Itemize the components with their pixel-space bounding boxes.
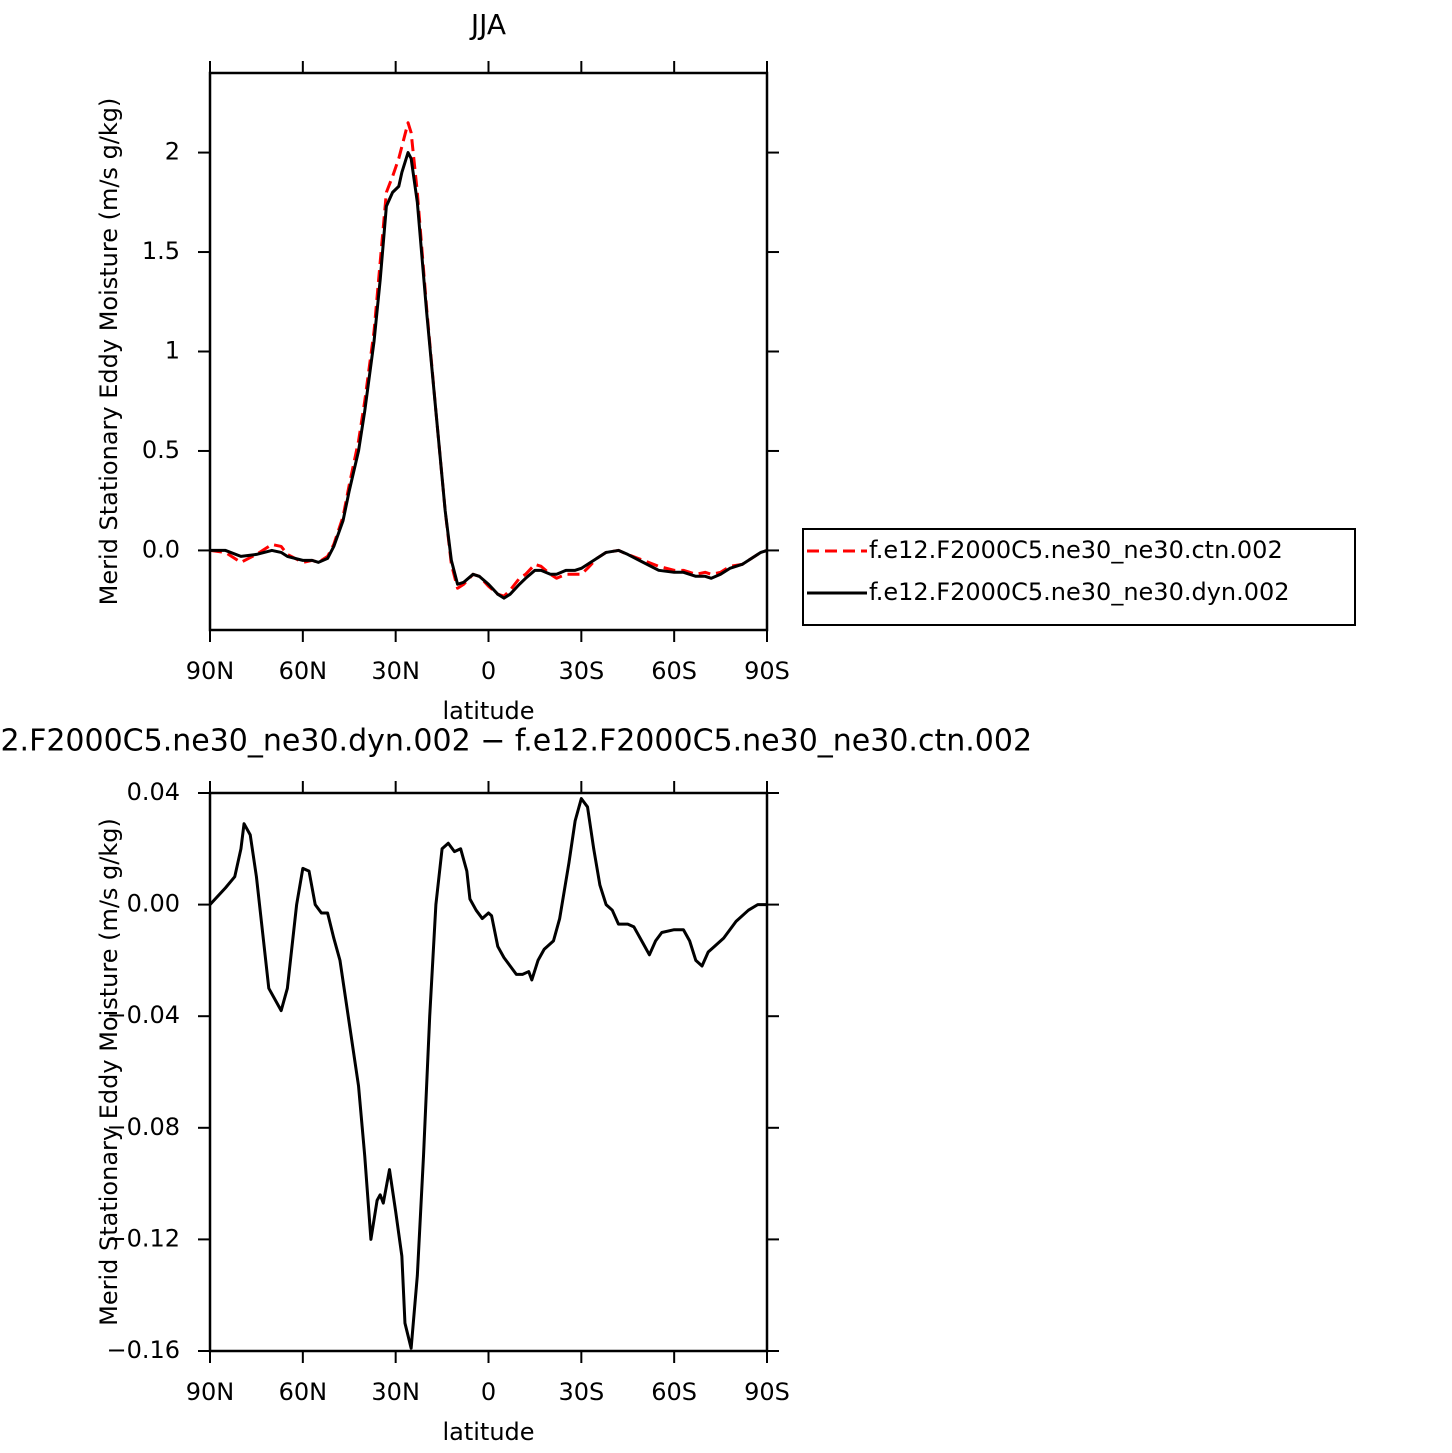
y-axis-label: Merid Stationary Eddy Moisture (m/s g/kg… xyxy=(95,98,123,606)
x-tick-label: 0 xyxy=(481,1378,496,1406)
legend-label: f.e12.F2000C5.ne30_ne30.ctn.002 xyxy=(869,536,1283,564)
legend-label: f.e12.F2000C5.ne30_ne30.dyn.002 xyxy=(869,578,1290,606)
y-tick-label: 0.0 xyxy=(142,535,180,563)
y-tick-label: 0.04 xyxy=(127,778,180,806)
chart-title: JJA xyxy=(469,8,506,41)
y-axis-label: Merid Stationary Eddy Moisture (m/s g/kg… xyxy=(95,818,123,1326)
x-tick-label: 0 xyxy=(481,657,496,685)
x-tick-label: 30N xyxy=(371,1378,420,1406)
x-tick-label: 30S xyxy=(558,657,604,685)
chart-title: f.e12.F2000C5.ne30_ne30.dyn.002 − f.e12.… xyxy=(0,724,1032,759)
y-tick-label: −0.08 xyxy=(106,1113,180,1141)
x-tick-label: 60N xyxy=(279,1378,328,1406)
y-tick-label: −0.12 xyxy=(106,1224,180,1252)
y-tick-label: 2 xyxy=(165,138,180,166)
x-axis-label: latitude xyxy=(442,697,534,725)
data-line xyxy=(209,121,768,598)
x-tick-label: 30N xyxy=(371,657,420,685)
y-tick-label: −0.16 xyxy=(106,1336,180,1364)
y-tick-label: 1 xyxy=(165,337,180,365)
legend-box xyxy=(802,528,1356,626)
data-line xyxy=(210,151,768,600)
x-tick-label: 90N xyxy=(186,657,235,685)
y-tick-label: 1.5 xyxy=(142,237,180,265)
x-tick-label: 90N xyxy=(186,1378,235,1406)
x-tick-label: 90S xyxy=(744,1378,790,1406)
x-tick-label: 60S xyxy=(651,657,697,685)
x-tick-label: 30S xyxy=(558,1378,604,1406)
x-tick-label: 60S xyxy=(651,1378,697,1406)
data-line xyxy=(208,797,767,1350)
y-tick-label: 0.5 xyxy=(142,436,180,464)
x-tick-label: 90S xyxy=(744,657,790,685)
x-tick-label: 60N xyxy=(279,657,328,685)
plot-frame xyxy=(208,71,769,632)
plot-frame xyxy=(208,791,769,1353)
x-axis-label: latitude xyxy=(442,1418,534,1446)
y-tick-label: 0.00 xyxy=(127,890,180,918)
y-tick-label: −0.04 xyxy=(106,1001,180,1029)
